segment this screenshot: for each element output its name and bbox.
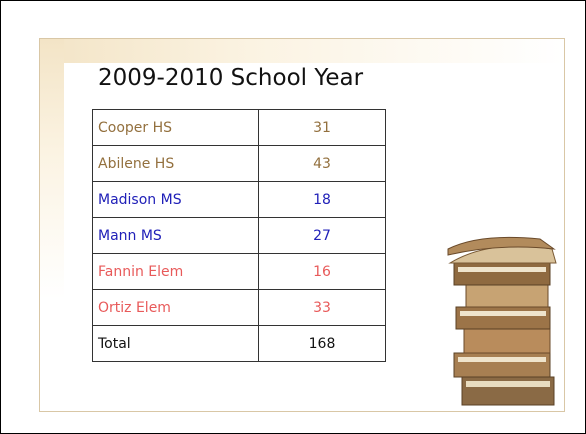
table-row: Fannin Elem 16 — [92, 253, 386, 290]
table-row: Abilene HS 43 — [92, 145, 386, 182]
band — [40, 39, 564, 63]
count: 16 — [258, 253, 386, 290]
school-name: Mann MS — [92, 217, 259, 254]
table-row: Mann MS 27 — [92, 217, 386, 254]
school-name: Madison MS — [92, 181, 259, 218]
table: Cooper HS 31 Abilene HS 43 Madison MS 18 Mann … — [92, 109, 386, 362]
count: 27 — [258, 217, 386, 254]
table-row: Madison MS 18 — [92, 181, 386, 218]
school-name: Cooper HS — [92, 109, 259, 146]
frame: 2009-2010 School Year Cooper HS 31 Abilene… — [39, 38, 565, 412]
title: 2009-2010 School Year — [98, 65, 364, 91]
count: 168 — [258, 325, 386, 362]
count: 43 — [258, 145, 386, 182]
count: 18 — [258, 181, 386, 218]
table-row: Ortiz Elem 33 — [92, 289, 386, 326]
school-name: Ortiz Elem — [92, 289, 259, 326]
band — [40, 39, 64, 411]
school-name: Abilene HS — [92, 145, 259, 182]
count: 33 — [258, 289, 386, 326]
books-image — [447, 236, 557, 406]
school-name: Fannin Elem — [92, 253, 259, 290]
table-row: Cooper HS 31 — [92, 109, 386, 146]
school-name: Total — [92, 325, 259, 362]
table-row: Total 168 — [92, 325, 386, 362]
count: 31 — [258, 109, 386, 146]
